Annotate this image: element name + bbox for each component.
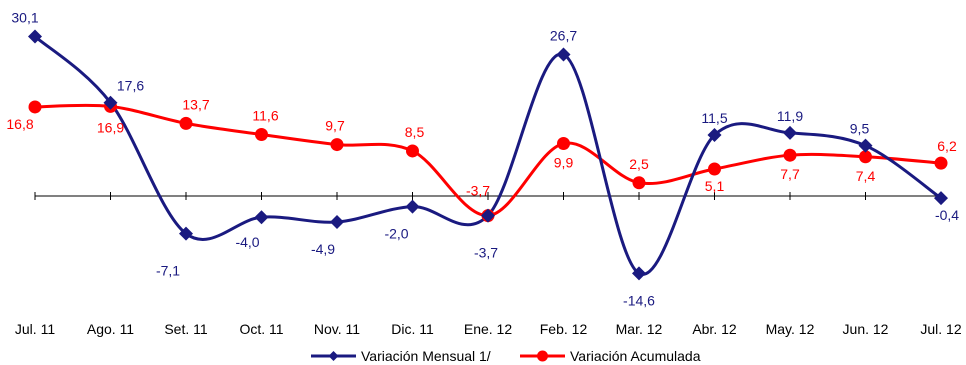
data-labels: 16,8 16,9 13,7 11,6 9,7 8,5 -3,7 9,9 2,5 5,1 7,7 7,… xyxy=(6,9,959,308)
point-acumulada xyxy=(330,138,344,152)
x-tick-label: Jun. 12 xyxy=(843,321,889,337)
data-label-mensual: -0,4 xyxy=(935,207,959,223)
data-label-acumulada: 8,5 xyxy=(405,124,425,140)
point-mensual xyxy=(858,138,873,153)
point-acumulada xyxy=(255,128,268,142)
data-label-mensual: -4,0 xyxy=(235,234,259,250)
data-label-mensual: -4,9 xyxy=(311,241,335,257)
data-label-mensual: 11,9 xyxy=(777,108,803,124)
legend-marker-mensual xyxy=(328,351,339,361)
data-label-mensual: 30,1 xyxy=(11,9,38,25)
x-tick-label: Ene. 12 xyxy=(464,321,512,337)
x-tick-label: Dic. 11 xyxy=(391,321,434,337)
x-tick-label: Set. 11 xyxy=(164,321,208,337)
data-label-acumulada: 7,7 xyxy=(780,166,800,182)
data-label-acumulada: -3,7 xyxy=(466,183,490,199)
point-mensual xyxy=(632,266,646,281)
legend: Variación Mensual 1/ Variación Acumulada xyxy=(311,348,701,364)
data-label-acumulada: 6,2 xyxy=(937,138,957,154)
x-tick-label: Jul. 12 xyxy=(920,321,961,337)
point-acumulada xyxy=(632,176,646,190)
point-mensual xyxy=(556,47,571,62)
legend-marker-acumulada xyxy=(537,350,548,362)
series-lines xyxy=(34,35,942,276)
point-acumulada xyxy=(28,100,42,114)
x-tick-label: Jul. 11 xyxy=(15,321,55,337)
data-label-acumulada: 11,6 xyxy=(252,108,278,124)
x-tick-label: Feb. 12 xyxy=(540,321,588,337)
point-mensual xyxy=(28,29,42,44)
point-mensual xyxy=(707,128,722,143)
point-mensual xyxy=(254,210,269,225)
point-acumulada xyxy=(708,162,721,176)
x-tick-label: Mar. 12 xyxy=(616,321,663,337)
point-acumulada xyxy=(557,137,570,151)
data-label-acumulada: 9,9 xyxy=(554,155,574,171)
point-mensual xyxy=(330,214,344,229)
point-mensual xyxy=(179,226,193,241)
point-mensual xyxy=(103,95,118,110)
point-mensual xyxy=(481,208,495,223)
point-mensual xyxy=(934,191,948,206)
data-label-acumulada: 16,9 xyxy=(97,119,124,135)
data-label-mensual: -3,7 xyxy=(474,245,498,261)
data-label-acumulada: 16,8 xyxy=(6,116,33,132)
point-mensual xyxy=(783,125,797,140)
data-label-mensual: 26,7 xyxy=(550,27,577,43)
x-axis-tick-labels: Jul. 11 Ago. 11 Set. 11 Oct. 11 Nov. 11 Dic. … xyxy=(15,321,962,337)
legend-label-acumulada: Variación Acumulada xyxy=(570,348,701,364)
data-label-acumulada: 7,4 xyxy=(856,168,876,184)
data-label-mensual: 9,5 xyxy=(850,121,870,137)
point-mensual xyxy=(405,199,420,214)
point-acumulada xyxy=(406,144,419,158)
data-label-mensual: -2,0 xyxy=(384,226,408,242)
point-acumulada xyxy=(934,156,948,170)
x-tick-label: Oct. 11 xyxy=(239,321,283,337)
data-label-mensual: 17,6 xyxy=(117,78,144,94)
point-acumulada xyxy=(179,116,193,130)
data-label-mensual: -7,1 xyxy=(156,263,180,279)
data-label-mensual: 11,5 xyxy=(701,110,727,126)
x-tick-label: May. 12 xyxy=(766,321,815,337)
series-markers xyxy=(28,29,948,281)
x-tick-label: Nov. 11 xyxy=(314,321,360,337)
data-label-mensual: -14,6 xyxy=(623,292,655,308)
point-acumulada xyxy=(859,150,872,164)
data-label-acumulada: 9,7 xyxy=(325,118,345,134)
point-acumulada xyxy=(783,148,797,162)
x-tick-label: Ago. 11 xyxy=(87,321,134,337)
data-label-acumulada: 5,1 xyxy=(705,178,725,194)
x-tick-label: Abr. 12 xyxy=(692,321,737,337)
legend-label-mensual: Variación Mensual 1/ xyxy=(361,348,491,364)
data-label-acumulada: 13,7 xyxy=(182,96,209,112)
data-label-acumulada: 2,5 xyxy=(629,156,649,172)
